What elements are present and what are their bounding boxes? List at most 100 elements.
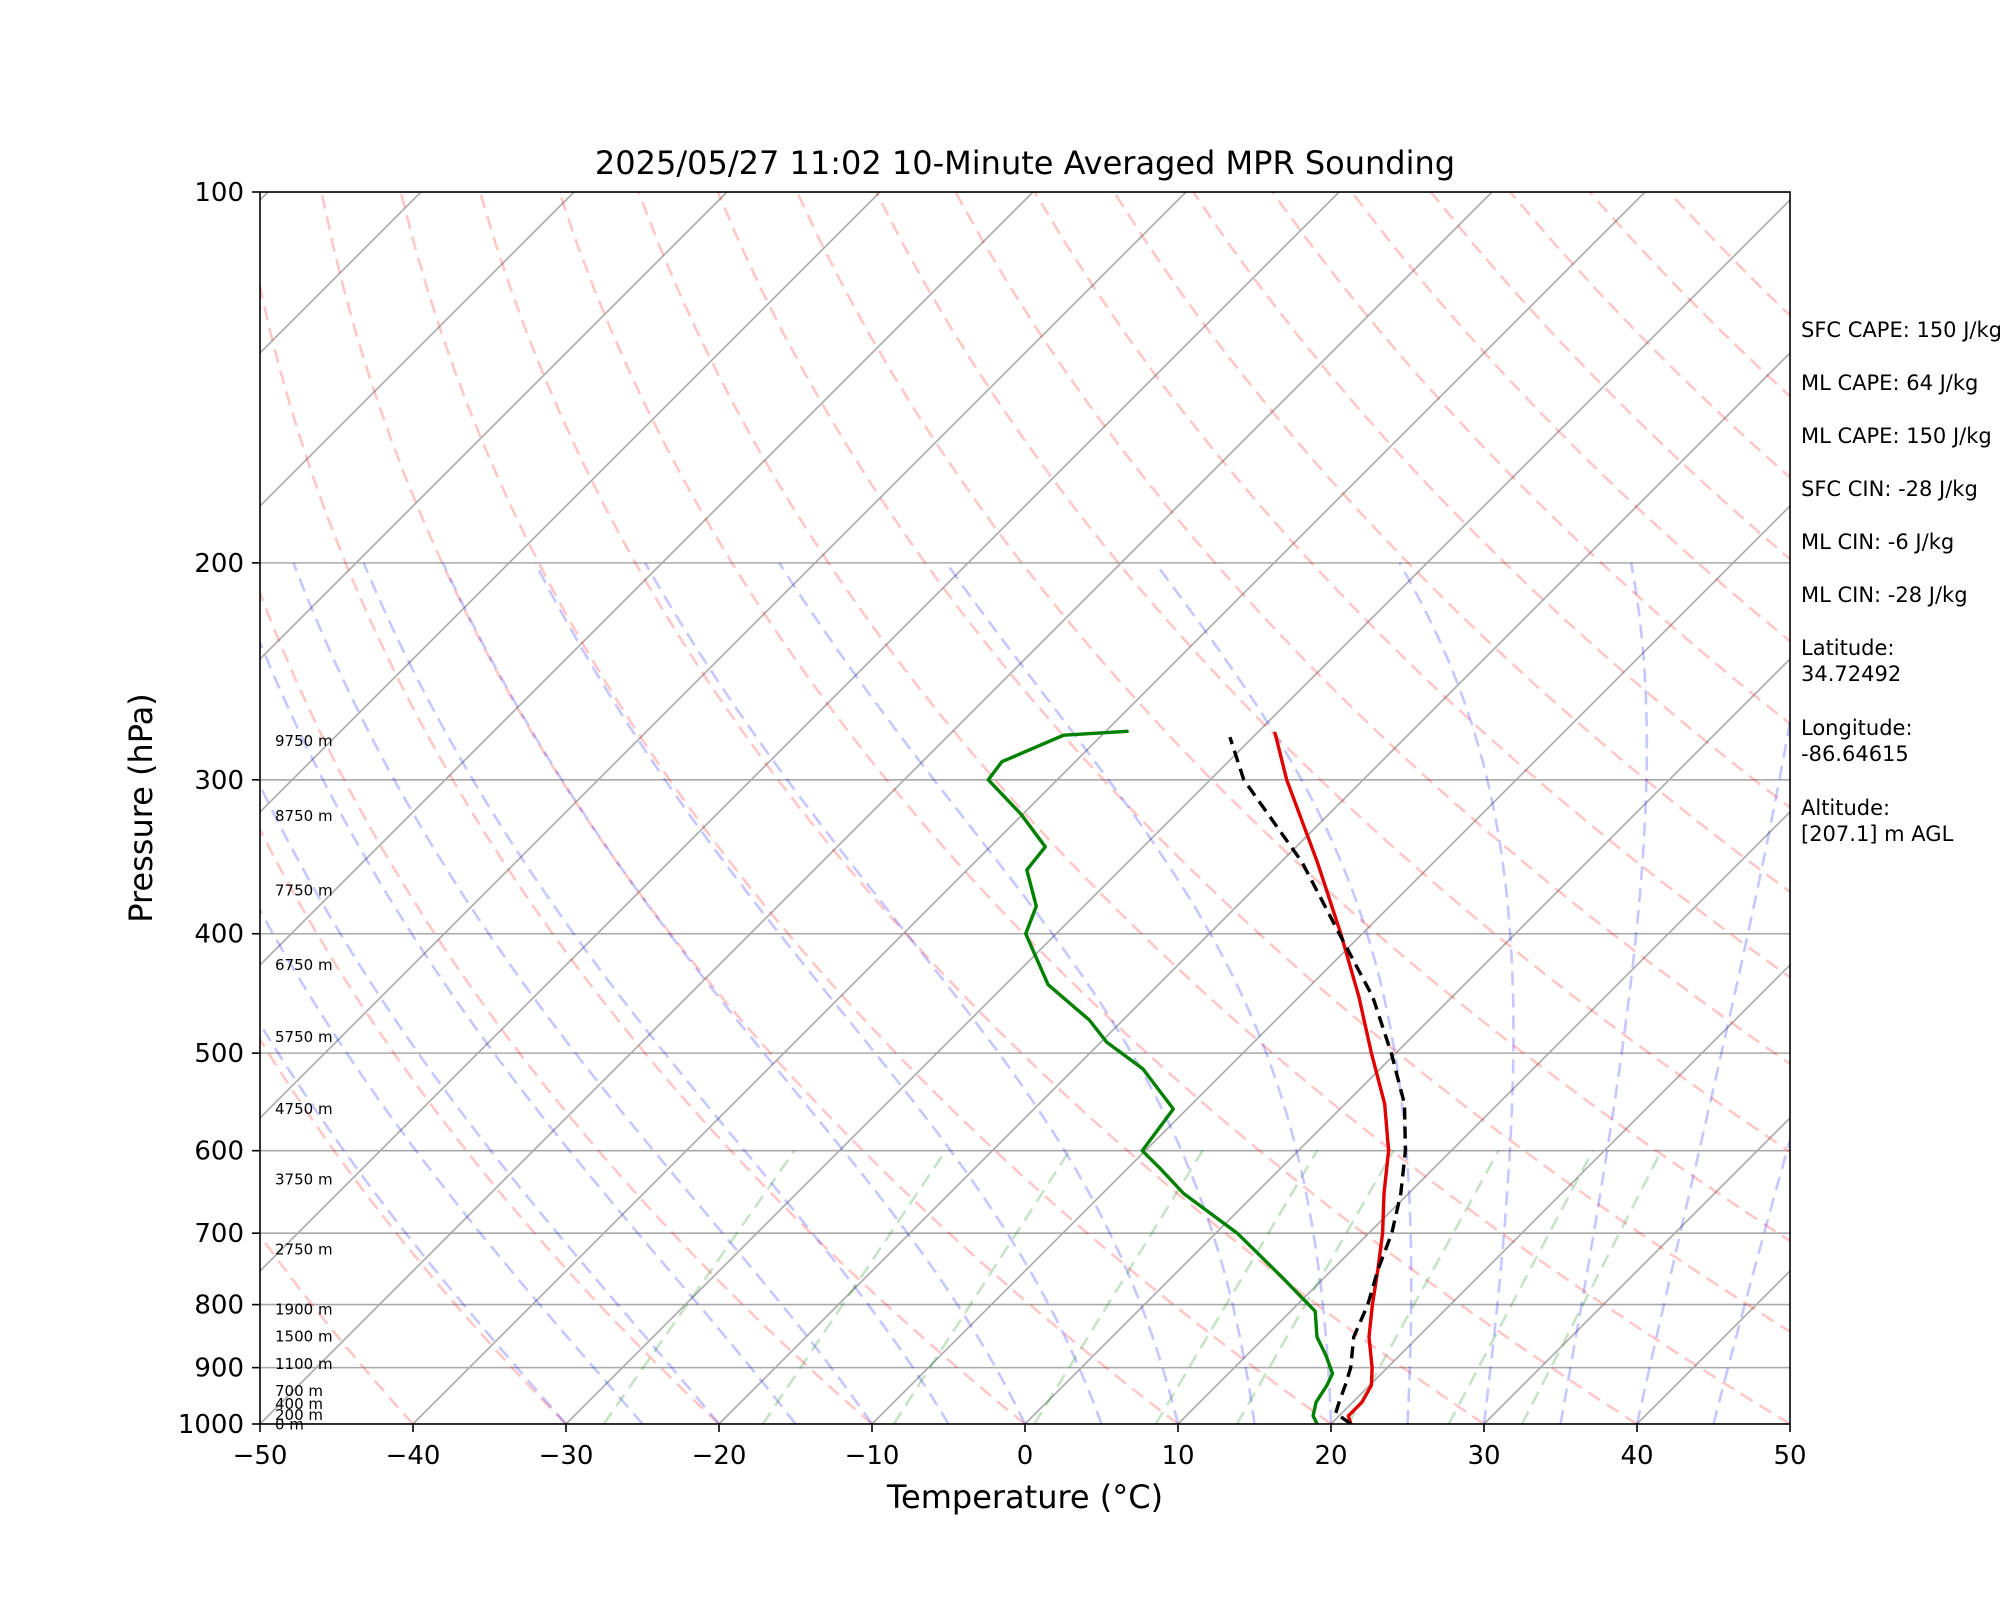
height-label: 8750 m <box>275 807 333 825</box>
height-label: 4750 m <box>275 1100 333 1118</box>
isotherm-line <box>260 192 1493 1424</box>
x-tick-label: 40 <box>1620 1441 1653 1471</box>
moist-adiabat-line <box>643 562 1180 1424</box>
isotherm-line <box>260 192 881 814</box>
isotherm-line <box>412 192 1646 1424</box>
x-tick-label: −20 <box>692 1441 747 1471</box>
dry-adiabat-line <box>637 192 1790 1424</box>
moist-adiabat-line <box>1398 562 1515 1424</box>
dry-adiabat-line <box>1192 192 1790 810</box>
dry-adiabat-line <box>260 1233 414 1424</box>
y-tick-label: 400 <box>194 920 244 950</box>
moist-adiabat-line <box>441 562 1027 1424</box>
x-tick-label: 50 <box>1773 1441 1806 1471</box>
y-tick-label: 300 <box>194 766 244 796</box>
y-tick-label: 500 <box>194 1039 244 1069</box>
x-tick-label: 0 <box>1017 1441 1034 1471</box>
x-tick-label: −10 <box>845 1441 900 1471</box>
moist-adiabat-line <box>1635 713 1790 1424</box>
x-tick-label: −40 <box>386 1441 441 1471</box>
mixing-ratio-line <box>1033 1150 1204 1424</box>
moist-adiabat-line <box>260 907 644 1424</box>
stat-value: 34.72492 <box>1801 662 1901 686</box>
isotherm-line <box>565 198 1790 1424</box>
height-label: 6750 m <box>275 956 333 974</box>
isotherm-line <box>260 192 1187 1120</box>
height-label: 7750 m <box>275 882 333 900</box>
y-tick-label: 900 <box>194 1354 244 1384</box>
temperature-line <box>1273 731 1391 1424</box>
stat-text: Altitude: <box>1801 796 1890 820</box>
isotherm-line <box>260 192 1340 1273</box>
isotherm-line <box>260 192 728 661</box>
y-tick-label: 100 <box>194 178 244 208</box>
dry-adiabat-line <box>320 192 1179 1424</box>
height-label: 200 m <box>275 1406 323 1424</box>
height-label: 1100 m <box>275 1355 333 1373</box>
x-tick-label: 30 <box>1467 1441 1500 1471</box>
moist-adiabat-line <box>1559 562 1649 1424</box>
height-label: 1500 m <box>275 1327 333 1345</box>
isotherm-line <box>871 504 1790 1424</box>
mixing-ratio-line <box>761 1149 947 1424</box>
mixing-ratio-line <box>602 1149 796 1424</box>
chart-title: 2025/05/27 11:02 10-Minute Averaged MPR … <box>595 144 1455 182</box>
stat-text: SFC CAPE: 150 J/kg <box>1801 318 2000 342</box>
mixing-ratio-line <box>892 1149 1071 1424</box>
mixing-ratio-line <box>1520 1150 1663 1424</box>
isotherm-line <box>1483 1116 1790 1424</box>
stat-text: ML CIN: -6 J/kg <box>1801 530 1954 554</box>
height-label: 700 m <box>275 1382 323 1400</box>
dry-adiabat-line <box>1112 192 1790 894</box>
height-label: 1900 m <box>275 1300 333 1318</box>
dry-adiabat-line <box>478 192 1485 1424</box>
dry-adiabat-line <box>1033 192 1790 979</box>
dry-adiabat-line <box>1271 192 1790 726</box>
stat-value: -86.64615 <box>1801 742 1909 766</box>
moist-adiabat-line <box>778 562 1256 1424</box>
parcel-line <box>1228 736 1408 1424</box>
isotherm-line <box>0 192 115 1424</box>
x-axis-label: Temperature (°C) <box>886 1478 1163 1516</box>
stat-text: Longitude: <box>1801 716 1913 740</box>
dry-adiabat-line <box>399 192 1332 1424</box>
stat-text: ML CIN: -28 J/kg <box>1801 583 1968 607</box>
x-tick-label: 20 <box>1314 1441 1347 1471</box>
moist-adiabat-line <box>260 782 721 1424</box>
dewpoint-line <box>986 729 1335 1424</box>
moist-adiabat-line <box>362 562 950 1424</box>
dry-adiabat-line <box>260 826 720 1424</box>
moist-adiabat-line <box>945 562 1333 1424</box>
height-label: 9750 m <box>275 732 333 750</box>
stat-value: [207.1] m AGL <box>1801 822 1954 846</box>
isotherm-line <box>260 192 575 508</box>
moist-adiabat-line <box>260 638 797 1424</box>
stat-text: Latitude: <box>1801 636 1895 660</box>
stat-text: SFC CIN: -28 J/kg <box>1801 477 1978 501</box>
mixing-ratio-line <box>1235 1150 1395 1424</box>
height-label: 2750 m <box>275 1241 333 1259</box>
y-tick-label: 200 <box>194 549 244 579</box>
y-axis-label: Pressure (hPa) <box>122 693 160 923</box>
height-label: 400 m <box>275 1395 323 1413</box>
dry-adiabat-line <box>260 589 873 1424</box>
stat-text: ML CAPE: 150 J/kg <box>1801 424 1992 448</box>
moist-adiabat-line <box>1712 1135 1790 1424</box>
x-tick-label: −30 <box>539 1441 594 1471</box>
x-tick-label: 10 <box>1161 1441 1194 1471</box>
x-tick-label: −50 <box>233 1441 288 1471</box>
isotherm-line <box>1024 657 1790 1424</box>
dry-adiabat-line <box>795 192 1790 1243</box>
height-label: 5750 m <box>275 1028 333 1046</box>
dry-adiabat-line <box>954 192 1790 1066</box>
y-tick-label: 1000 <box>178 1410 244 1440</box>
dry-adiabat-line <box>260 1037 567 1424</box>
mixing-ratio-line <box>1154 1150 1319 1424</box>
plot-frame <box>259 191 1791 1425</box>
stat-text: ML CAPE: 64 J/kg <box>1801 371 1978 395</box>
dry-adiabat-line <box>875 192 1790 1154</box>
dry-adiabat-line <box>716 192 1790 1334</box>
height-label: 3750 m <box>275 1170 333 1188</box>
dry-adiabat-line <box>260 280 1026 1424</box>
